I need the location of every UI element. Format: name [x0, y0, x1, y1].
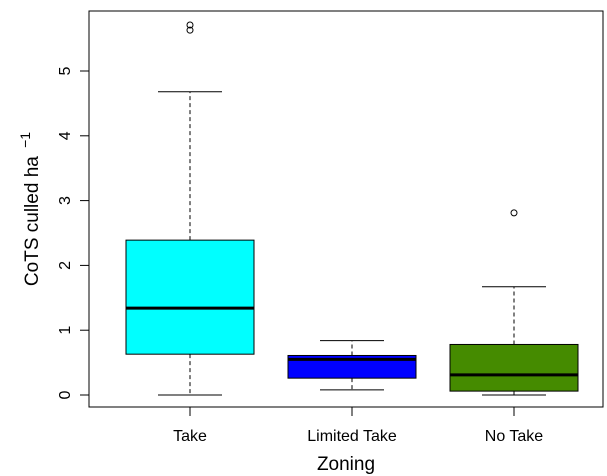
box-iqr — [125, 239, 255, 355]
y-tick-label: 1 — [57, 326, 74, 335]
y-tick-label: 5 — [57, 66, 74, 75]
box-iqr — [287, 354, 417, 379]
y-axis-title-exponent: −1 — [17, 132, 33, 148]
y-tick-label: 2 — [57, 261, 74, 270]
box-group — [449, 209, 579, 396]
x-axis: Take Limited Take No Take — [173, 406, 544, 445]
y-axis: 0 1 2 3 4 5 — [57, 66, 90, 399]
y-tick-label: 0 — [57, 390, 74, 399]
box-group — [287, 340, 417, 391]
x-tick-label: Take — [173, 428, 207, 445]
svg-text:CoTS culled ha −1: CoTS culled ha −1 — [17, 132, 43, 286]
y-axis-title-text: CoTS culled ha — [22, 156, 43, 286]
y-tick-label: 3 — [57, 196, 74, 205]
x-axis-title: Zoning — [317, 454, 375, 475]
y-tick-label: 4 — [57, 131, 74, 140]
y-axis-title: CoTS culled ha −1 — [17, 132, 43, 286]
x-tick-label: No Take — [485, 428, 544, 445]
boxes — [125, 21, 579, 396]
outlier-point — [186, 21, 194, 29]
outlier-point — [510, 209, 518, 217]
box-iqr — [449, 343, 579, 392]
box-group — [125, 21, 255, 396]
outlier-point — [186, 26, 194, 34]
x-tick-label: Limited Take — [307, 428, 397, 445]
